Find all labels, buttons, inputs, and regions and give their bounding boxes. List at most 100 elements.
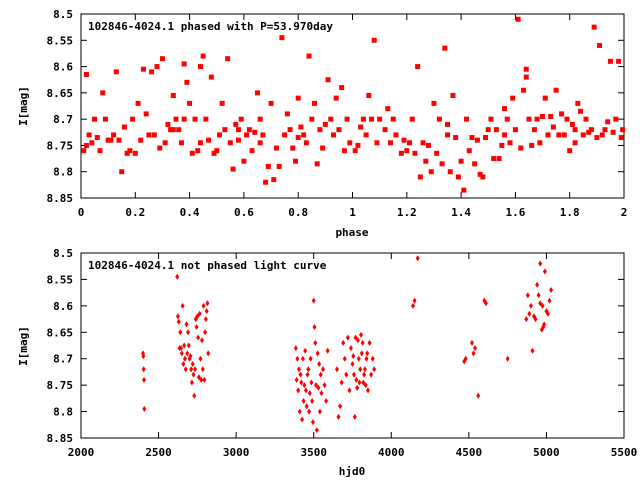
data-point — [420, 140, 426, 146]
y-tick-label: 8.8 — [53, 406, 73, 419]
data-point — [588, 127, 594, 133]
data-point — [528, 302, 533, 309]
data-point — [355, 384, 360, 391]
data-point — [610, 129, 616, 135]
data-point — [536, 292, 541, 299]
data-point — [176, 127, 182, 133]
data-point — [119, 169, 125, 175]
data-point — [545, 132, 551, 138]
data-point — [559, 111, 565, 117]
data-point — [533, 316, 538, 323]
data-point — [466, 148, 472, 154]
data-point — [173, 116, 179, 122]
data-point — [599, 132, 605, 138]
data-point — [567, 148, 573, 154]
data-point — [257, 140, 263, 146]
data-point — [502, 132, 508, 138]
data-point — [538, 300, 543, 307]
data-point — [360, 339, 365, 346]
data-point — [382, 127, 388, 133]
data-point — [537, 140, 543, 146]
data-point — [398, 150, 404, 156]
data-point — [246, 127, 252, 133]
data-point — [545, 310, 550, 317]
data-point — [81, 148, 87, 154]
data-point — [298, 371, 303, 378]
data-point — [179, 350, 184, 357]
data-point — [175, 273, 180, 280]
data-point — [202, 376, 207, 383]
data-point — [292, 158, 298, 164]
data-point — [415, 64, 421, 70]
data-point — [372, 366, 377, 373]
data-point — [488, 116, 494, 122]
data-point — [154, 64, 160, 70]
data-point — [535, 281, 540, 288]
data-point — [313, 339, 318, 346]
data-point — [523, 66, 529, 72]
data-point — [295, 95, 301, 101]
data-point — [361, 379, 366, 386]
data-point — [303, 140, 309, 146]
data-point — [542, 321, 547, 328]
data-point — [219, 100, 225, 106]
data-point — [428, 169, 434, 175]
data-point — [352, 371, 357, 378]
data-point — [318, 371, 323, 378]
data-point — [282, 132, 288, 138]
data-point — [453, 135, 459, 141]
data-point — [295, 135, 301, 141]
data-point — [476, 392, 481, 399]
data-point — [505, 355, 510, 362]
data-point — [233, 121, 239, 127]
data-point — [409, 116, 415, 122]
data-point — [493, 127, 499, 133]
data-point — [365, 350, 370, 357]
y-tick-label: 8.7 — [53, 113, 73, 126]
x-tick-label: 1.4 — [451, 206, 471, 219]
data-point — [290, 145, 296, 151]
data-point — [279, 35, 285, 41]
data-point — [257, 116, 263, 122]
data-point — [371, 37, 377, 43]
data-point — [344, 116, 350, 122]
data-point — [455, 174, 461, 180]
data-point — [94, 135, 100, 141]
data-point — [507, 140, 513, 146]
data-point — [198, 355, 203, 362]
data-point — [165, 121, 171, 127]
data-point — [602, 127, 608, 133]
x-tick-label: 1.8 — [560, 206, 580, 219]
data-point — [445, 132, 451, 138]
data-point — [359, 350, 364, 357]
data-point — [230, 166, 236, 172]
data-point — [303, 347, 308, 354]
data-point — [214, 148, 220, 154]
data-point — [111, 132, 117, 138]
data-point — [182, 355, 187, 362]
data-point — [569, 121, 575, 127]
data-point — [287, 127, 293, 133]
data-point — [222, 127, 228, 133]
data-point — [303, 387, 308, 394]
data-point — [393, 132, 399, 138]
data-point — [195, 148, 201, 154]
data-point — [523, 74, 529, 80]
data-point — [311, 100, 317, 106]
data-point — [190, 361, 195, 367]
data-point — [442, 45, 448, 51]
data-point — [515, 16, 521, 22]
data-point — [366, 92, 372, 98]
data-point — [618, 135, 624, 141]
data-point — [203, 329, 208, 336]
data-point — [302, 382, 307, 389]
x-tick-label: 2000 — [68, 446, 95, 459]
data-point — [434, 150, 440, 156]
data-point — [463, 355, 468, 362]
data-point — [458, 158, 464, 164]
data-point — [362, 371, 367, 378]
data-point — [491, 156, 497, 162]
data-point — [197, 64, 203, 70]
data-point — [439, 161, 445, 167]
data-point — [195, 313, 200, 320]
